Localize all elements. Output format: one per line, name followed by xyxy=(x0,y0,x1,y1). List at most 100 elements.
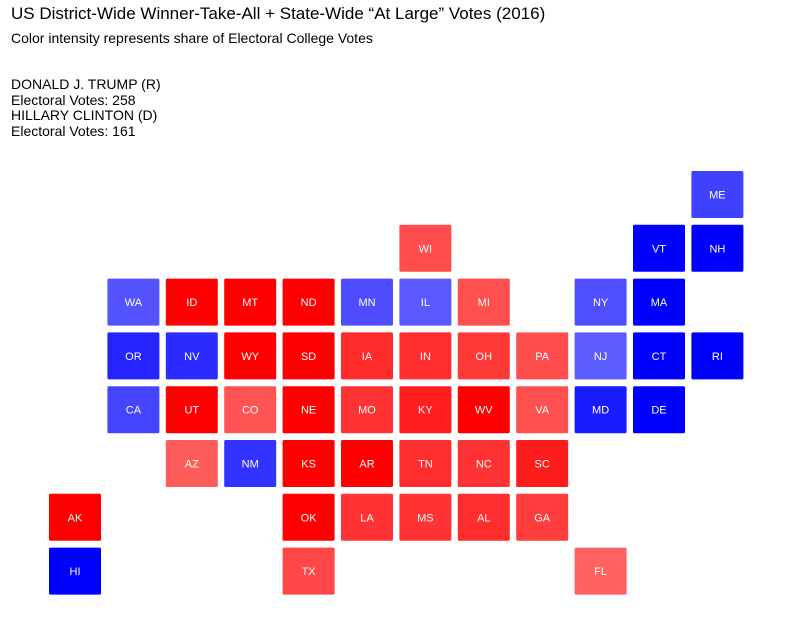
state-label-ne: NE xyxy=(301,405,316,417)
state-label-ar: AR xyxy=(359,459,374,471)
state-tile-va xyxy=(516,386,569,434)
state-tile-mo xyxy=(341,386,393,434)
state-label-vt: VT xyxy=(652,243,666,255)
state-label-mi: MI xyxy=(478,297,490,309)
state-tile-vt xyxy=(633,224,685,272)
state-tile-nd xyxy=(282,278,335,326)
state-tile-wv xyxy=(457,386,510,434)
state-label-id: ID xyxy=(186,297,197,309)
state-label-md: MD xyxy=(592,405,609,417)
state-tile-nh xyxy=(691,224,744,272)
state-tile-nm xyxy=(224,440,277,487)
trump-electoral-votes: Electoral Votes: 258 xyxy=(11,91,136,108)
state-label-nc: NC xyxy=(476,459,492,471)
state-label-ri: RI xyxy=(712,351,723,363)
state-label-la: LA xyxy=(360,512,374,524)
state-tile-ar xyxy=(341,440,393,487)
state-label-ct: CT xyxy=(652,351,667,363)
state-label-nv: NV xyxy=(184,351,200,363)
state-tile-ca xyxy=(107,386,160,434)
state-label-ma: MA xyxy=(651,297,668,309)
state-label-sc: SC xyxy=(535,459,550,471)
state-tile-nc xyxy=(457,440,510,487)
state-tile-ny xyxy=(574,278,627,326)
state-tile-in xyxy=(399,332,452,380)
state-tile-nv xyxy=(165,332,218,380)
state-label-de: DE xyxy=(651,405,666,417)
state-tile-ok xyxy=(282,493,335,541)
state-label-az: AZ xyxy=(185,459,199,471)
state-tile-mi xyxy=(457,278,510,326)
state-label-al: AL xyxy=(477,512,490,524)
state-tile-ks xyxy=(282,440,335,487)
state-tile-wa xyxy=(107,278,160,326)
clinton-electoral-votes: Electoral Votes: 161 xyxy=(11,122,136,139)
state-label-ks: KS xyxy=(301,459,316,471)
state-tile-ne xyxy=(282,386,335,434)
state-tile-de xyxy=(633,386,685,434)
state-tile-wi xyxy=(399,224,452,272)
state-tile-oh xyxy=(457,332,510,380)
state-label-in: IN xyxy=(420,351,431,363)
state-label-mn: MN xyxy=(358,297,375,309)
state-label-hi: HI xyxy=(70,566,81,578)
state-label-nm: NM xyxy=(242,459,259,471)
state-label-pa: PA xyxy=(535,351,550,363)
state-label-nh: NH xyxy=(709,243,725,255)
state-label-va: VA xyxy=(535,405,550,417)
state-label-or: OR xyxy=(125,351,142,363)
chart-subtitle: Color intensity represents share of Elec… xyxy=(11,30,373,46)
state-tile-al xyxy=(457,493,510,541)
state-label-wy: WY xyxy=(241,351,259,363)
results-summary: DONALD J. TRUMP (R) Electoral Votes: 258… xyxy=(11,76,161,139)
state-tile-sc xyxy=(516,440,569,487)
state-tile-ri xyxy=(691,332,744,380)
state-label-ca: CA xyxy=(126,405,142,417)
state-tile-ga xyxy=(516,493,569,541)
state-label-nj: NJ xyxy=(594,351,607,363)
state-label-il: IL xyxy=(421,297,430,309)
state-tile-ma xyxy=(633,278,685,326)
state-tile-ky xyxy=(399,386,452,434)
state-tile-me xyxy=(691,171,744,218)
state-tile-tx xyxy=(282,547,335,595)
state-label-sd: SD xyxy=(301,351,316,363)
state-tile-mn xyxy=(341,278,393,326)
state-tile-ct xyxy=(633,332,685,380)
state-tile-pa xyxy=(516,332,569,380)
state-tile-nj xyxy=(574,332,627,380)
state-tile-il xyxy=(399,278,452,326)
clinton-name: HILLARY CLINTON (D) xyxy=(11,107,158,123)
state-label-wi: WI xyxy=(419,243,432,255)
state-label-ut: UT xyxy=(184,405,199,417)
state-tile-id xyxy=(165,278,218,326)
state-label-ky: KY xyxy=(418,405,433,417)
state-tile-tn xyxy=(399,440,452,487)
state-label-me: ME xyxy=(709,190,726,202)
state-label-mt: MT xyxy=(242,297,258,309)
state-label-ak: AK xyxy=(68,512,83,524)
state-label-nd: ND xyxy=(301,297,317,309)
state-tile-hi xyxy=(49,547,101,595)
state-tile-fl xyxy=(574,547,627,595)
state-label-co: CO xyxy=(242,405,259,417)
state-label-wv: WV xyxy=(475,405,493,417)
state-label-mo: MO xyxy=(358,405,376,417)
state-tile-md xyxy=(574,386,627,434)
state-tile-wy xyxy=(224,332,277,380)
state-tile-co xyxy=(224,386,277,434)
state-tile-ia xyxy=(341,332,393,380)
state-tile-mt xyxy=(224,278,277,326)
state-tile-az xyxy=(165,440,218,487)
state-tile-sd xyxy=(282,332,335,380)
state-tile-or xyxy=(107,332,160,380)
state-tile-ut xyxy=(165,386,218,434)
trump-name: DONALD J. TRUMP (R) xyxy=(11,76,161,92)
state-tile-la xyxy=(341,493,393,541)
state-label-oh: OH xyxy=(476,351,493,363)
state-label-ia: IA xyxy=(362,351,373,363)
state-label-ny: NY xyxy=(593,297,609,309)
state-tile-ms xyxy=(399,493,452,541)
state-label-wa: WA xyxy=(125,297,143,309)
